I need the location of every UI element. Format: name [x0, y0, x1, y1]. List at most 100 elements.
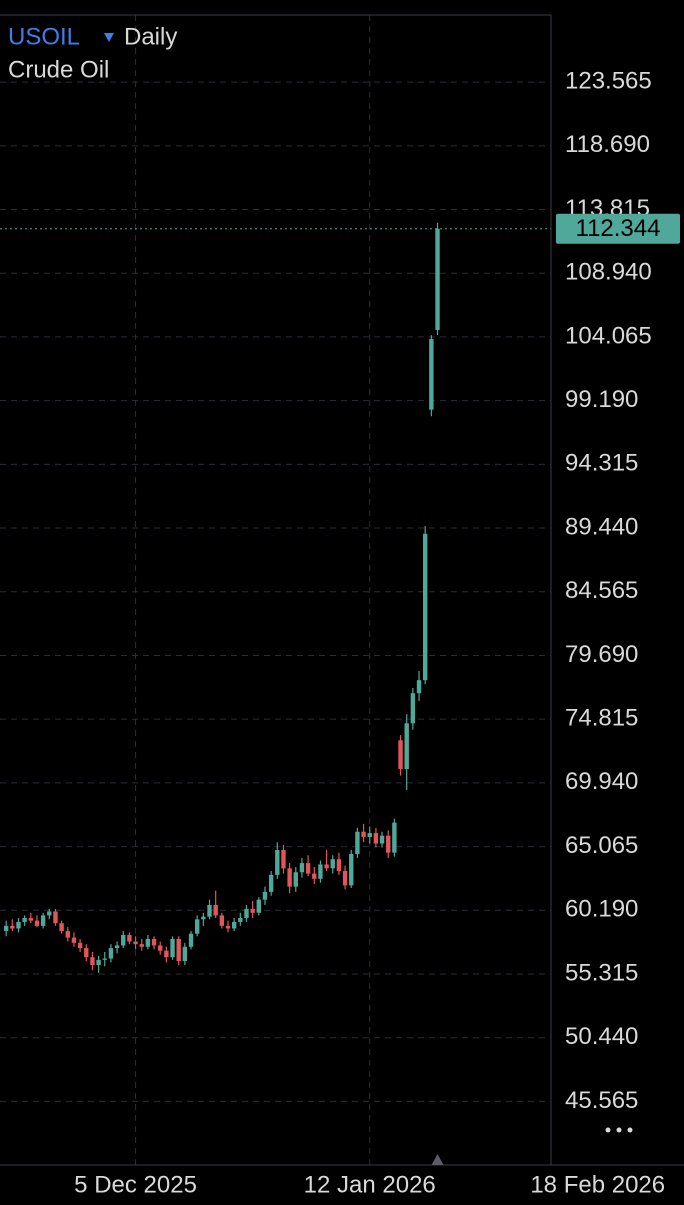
- x-tick-label: 18 Feb 2026: [530, 1171, 665, 1198]
- candle-body: [28, 918, 34, 921]
- candle-body: [410, 693, 416, 724]
- y-tick-label: 84.565: [565, 577, 638, 604]
- candle-body: [429, 339, 434, 410]
- candle-body: [3, 925, 9, 932]
- candle-body: [392, 822, 397, 853]
- y-tick-label: 79.690: [565, 641, 638, 668]
- candle-body: [108, 948, 114, 959]
- candle-body: [53, 911, 58, 924]
- dot: [627, 1127, 633, 1133]
- candle-body: [336, 859, 342, 871]
- candle-body: [398, 740, 403, 770]
- candle-body: [207, 904, 212, 917]
- y-tick-label: 65.065: [565, 832, 638, 859]
- candle-body: [201, 916, 206, 920]
- candle-body: [47, 911, 52, 916]
- candle-body: [342, 870, 348, 886]
- candle-body: [225, 925, 231, 929]
- candle-body: [151, 938, 157, 946]
- candle-body: [268, 874, 274, 892]
- dot: [605, 1127, 611, 1133]
- x-tick-label: 5 Dec 2025: [74, 1171, 197, 1198]
- candle-body: [404, 723, 409, 770]
- candle-body: [96, 959, 101, 966]
- interval[interactable]: Daily: [124, 23, 177, 50]
- candles: [0, 222, 551, 973]
- candle-body: [416, 680, 422, 694]
- candle-body: [250, 908, 255, 913]
- symbol-dropdown-icon[interactable]: [104, 33, 114, 42]
- candle-body: [386, 835, 391, 853]
- last-price-badge: [556, 213, 680, 244]
- candle-body: [238, 918, 243, 922]
- candle-body: [312, 873, 317, 879]
- y-tick-label: 55.315: [565, 959, 638, 986]
- y-tick-label: 118.690: [565, 131, 650, 158]
- candle-body: [188, 933, 194, 947]
- candle-body: [361, 831, 366, 837]
- candle-body: [84, 948, 89, 958]
- y-tick-label: 123.565: [565, 67, 652, 94]
- candle-body: [213, 904, 218, 916]
- candle-body: [182, 946, 188, 962]
- grid: [0, 15, 551, 1165]
- candle-body: [121, 935, 126, 946]
- candle-body: [71, 937, 77, 943]
- candle-body: [355, 831, 360, 854]
- candle-body: [164, 950, 169, 958]
- y-tick-label: 74.815: [565, 705, 638, 732]
- candle-body: [422, 533, 428, 681]
- candle-body: [305, 863, 311, 874]
- y-axis: 45.565 50.440 55.315 60.190 65.065 69.940 74.8…: [565, 67, 652, 1113]
- y-tick-label: 89.440: [565, 513, 638, 540]
- candle-body: [16, 921, 21, 929]
- candle-body: [90, 957, 95, 966]
- candle-body: [435, 228, 440, 330]
- candle-body: [275, 850, 280, 875]
- dot: [616, 1127, 622, 1133]
- candle-body: [133, 941, 138, 945]
- candle-body: [324, 864, 329, 869]
- candle-body: [244, 908, 249, 919]
- candle-body: [231, 921, 237, 929]
- candle-body: [330, 859, 335, 869]
- candle-body: [281, 850, 286, 869]
- candle-body: [287, 868, 292, 887]
- instrument-name: Crude Oil: [8, 56, 109, 83]
- candle-body: [114, 945, 120, 949]
- x-axis: 5 Dec 2025 12 Jan 2026 18 Feb 2026: [74, 1171, 665, 1198]
- y-tick-label: 94.315: [565, 450, 638, 477]
- y-tick-label: 69.940: [565, 768, 638, 795]
- candle-body: [22, 918, 27, 922]
- candle-body: [158, 945, 163, 951]
- symbol-link[interactable]: USOIL: [8, 23, 80, 50]
- candle-body: [77, 942, 83, 949]
- candle-body: [318, 864, 323, 879]
- candle-body: [367, 833, 372, 837]
- candle-body: [262, 891, 268, 900]
- candle-body: [256, 899, 262, 913]
- candle-body: [34, 920, 40, 926]
- candle-body: [139, 944, 144, 947]
- candle-body: [373, 833, 379, 844]
- more-menu[interactable]: [605, 1127, 633, 1133]
- candle-body: [145, 938, 151, 947]
- x-tick-label: 12 Jan 2026: [304, 1171, 436, 1198]
- candle-body: [170, 938, 175, 958]
- candle-body: [349, 853, 354, 886]
- candle-body: [219, 915, 225, 926]
- candle-body: [299, 863, 305, 873]
- y-tick-label: 99.190: [565, 386, 638, 413]
- candle-body: [379, 835, 385, 844]
- candle-body: [194, 919, 200, 934]
- y-tick-label: 45.565: [565, 1087, 638, 1114]
- last-bar-marker: [431, 1154, 444, 1165]
- y-tick-label: 108.940: [565, 259, 652, 286]
- y-tick-label: 60.190: [565, 896, 638, 923]
- y-tick-label: 50.440: [565, 1023, 638, 1050]
- candle-body: [127, 935, 132, 942]
- candle-body: [10, 925, 15, 929]
- candle-body: [102, 958, 107, 960]
- candle-body: [40, 915, 46, 926]
